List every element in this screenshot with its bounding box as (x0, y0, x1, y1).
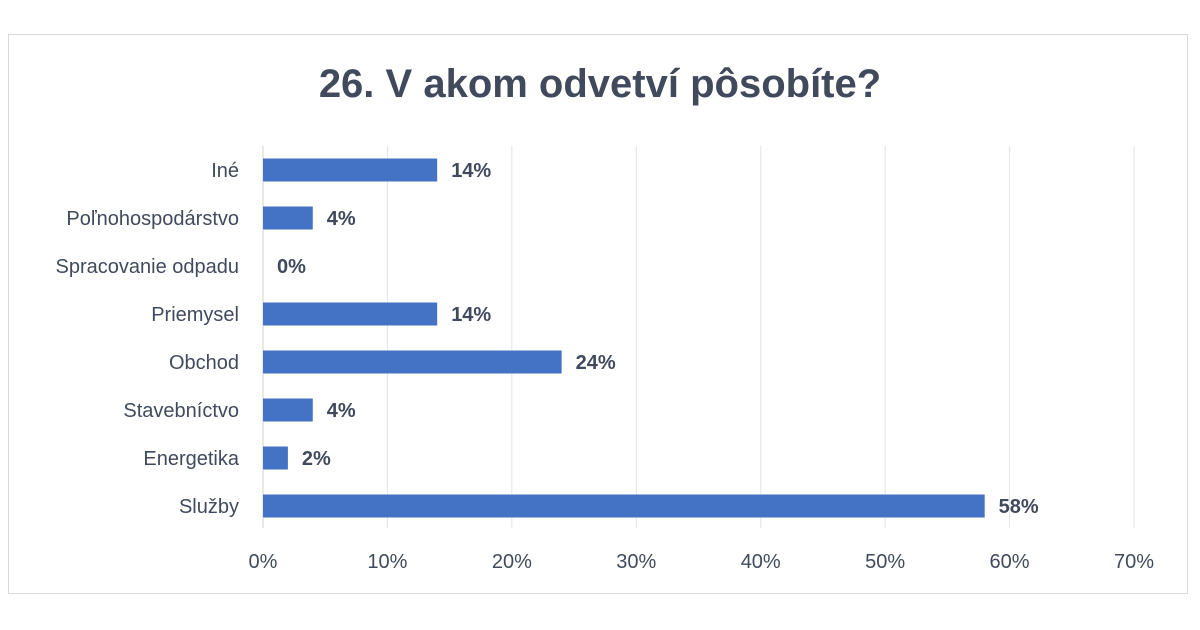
bar (263, 494, 985, 518)
category-label: Iné (211, 160, 239, 182)
x-tick-label: 0% (249, 551, 278, 573)
x-tick-label: 70% (1114, 551, 1154, 573)
category-labels: Iné Poľnohospodárstvo Spracovanie odpadu Pr… (56, 160, 240, 518)
x-tick-label: 20% (492, 551, 532, 573)
data-label: 0% (277, 256, 306, 278)
category-label: Stavebníctvo (123, 400, 239, 422)
data-label: 4% (327, 400, 356, 422)
category-label: Priemysel (151, 304, 239, 326)
data-label: 2% (302, 448, 331, 470)
x-tick-label: 10% (367, 551, 407, 573)
chart-title: 26. V akom odvetví pôsobíte? (318, 62, 882, 106)
bar (263, 302, 438, 326)
bar (263, 350, 562, 374)
x-tick-label: 30% (616, 551, 656, 573)
bar (263, 158, 438, 182)
category-label: Obchod (169, 352, 239, 374)
bar (263, 206, 313, 230)
bar (263, 398, 313, 422)
data-label: 24% (576, 352, 616, 374)
bar (263, 446, 288, 470)
x-tick-label: 60% (990, 551, 1030, 573)
data-label: 58% (999, 496, 1039, 518)
x-tick-label: 40% (741, 551, 781, 573)
x-tick-label: 50% (865, 551, 905, 573)
category-label: Spracovanie odpadu (56, 256, 239, 278)
category-label: Služby (179, 496, 239, 518)
data-label: 14% (451, 304, 491, 326)
data-labels: 14% 4% 0% 14% 24% 4% 2% 58% (277, 160, 1039, 518)
x-tick-labels: 0% 10% 20% 30% 40% 50% 60% 70% (249, 551, 1155, 573)
category-label: Poľnohospodárstvo (66, 208, 239, 230)
gridlines (262, 146, 1135, 528)
data-label: 14% (451, 160, 491, 182)
category-label: Energetika (143, 448, 239, 470)
bars (263, 158, 985, 518)
data-label: 4% (327, 208, 356, 230)
